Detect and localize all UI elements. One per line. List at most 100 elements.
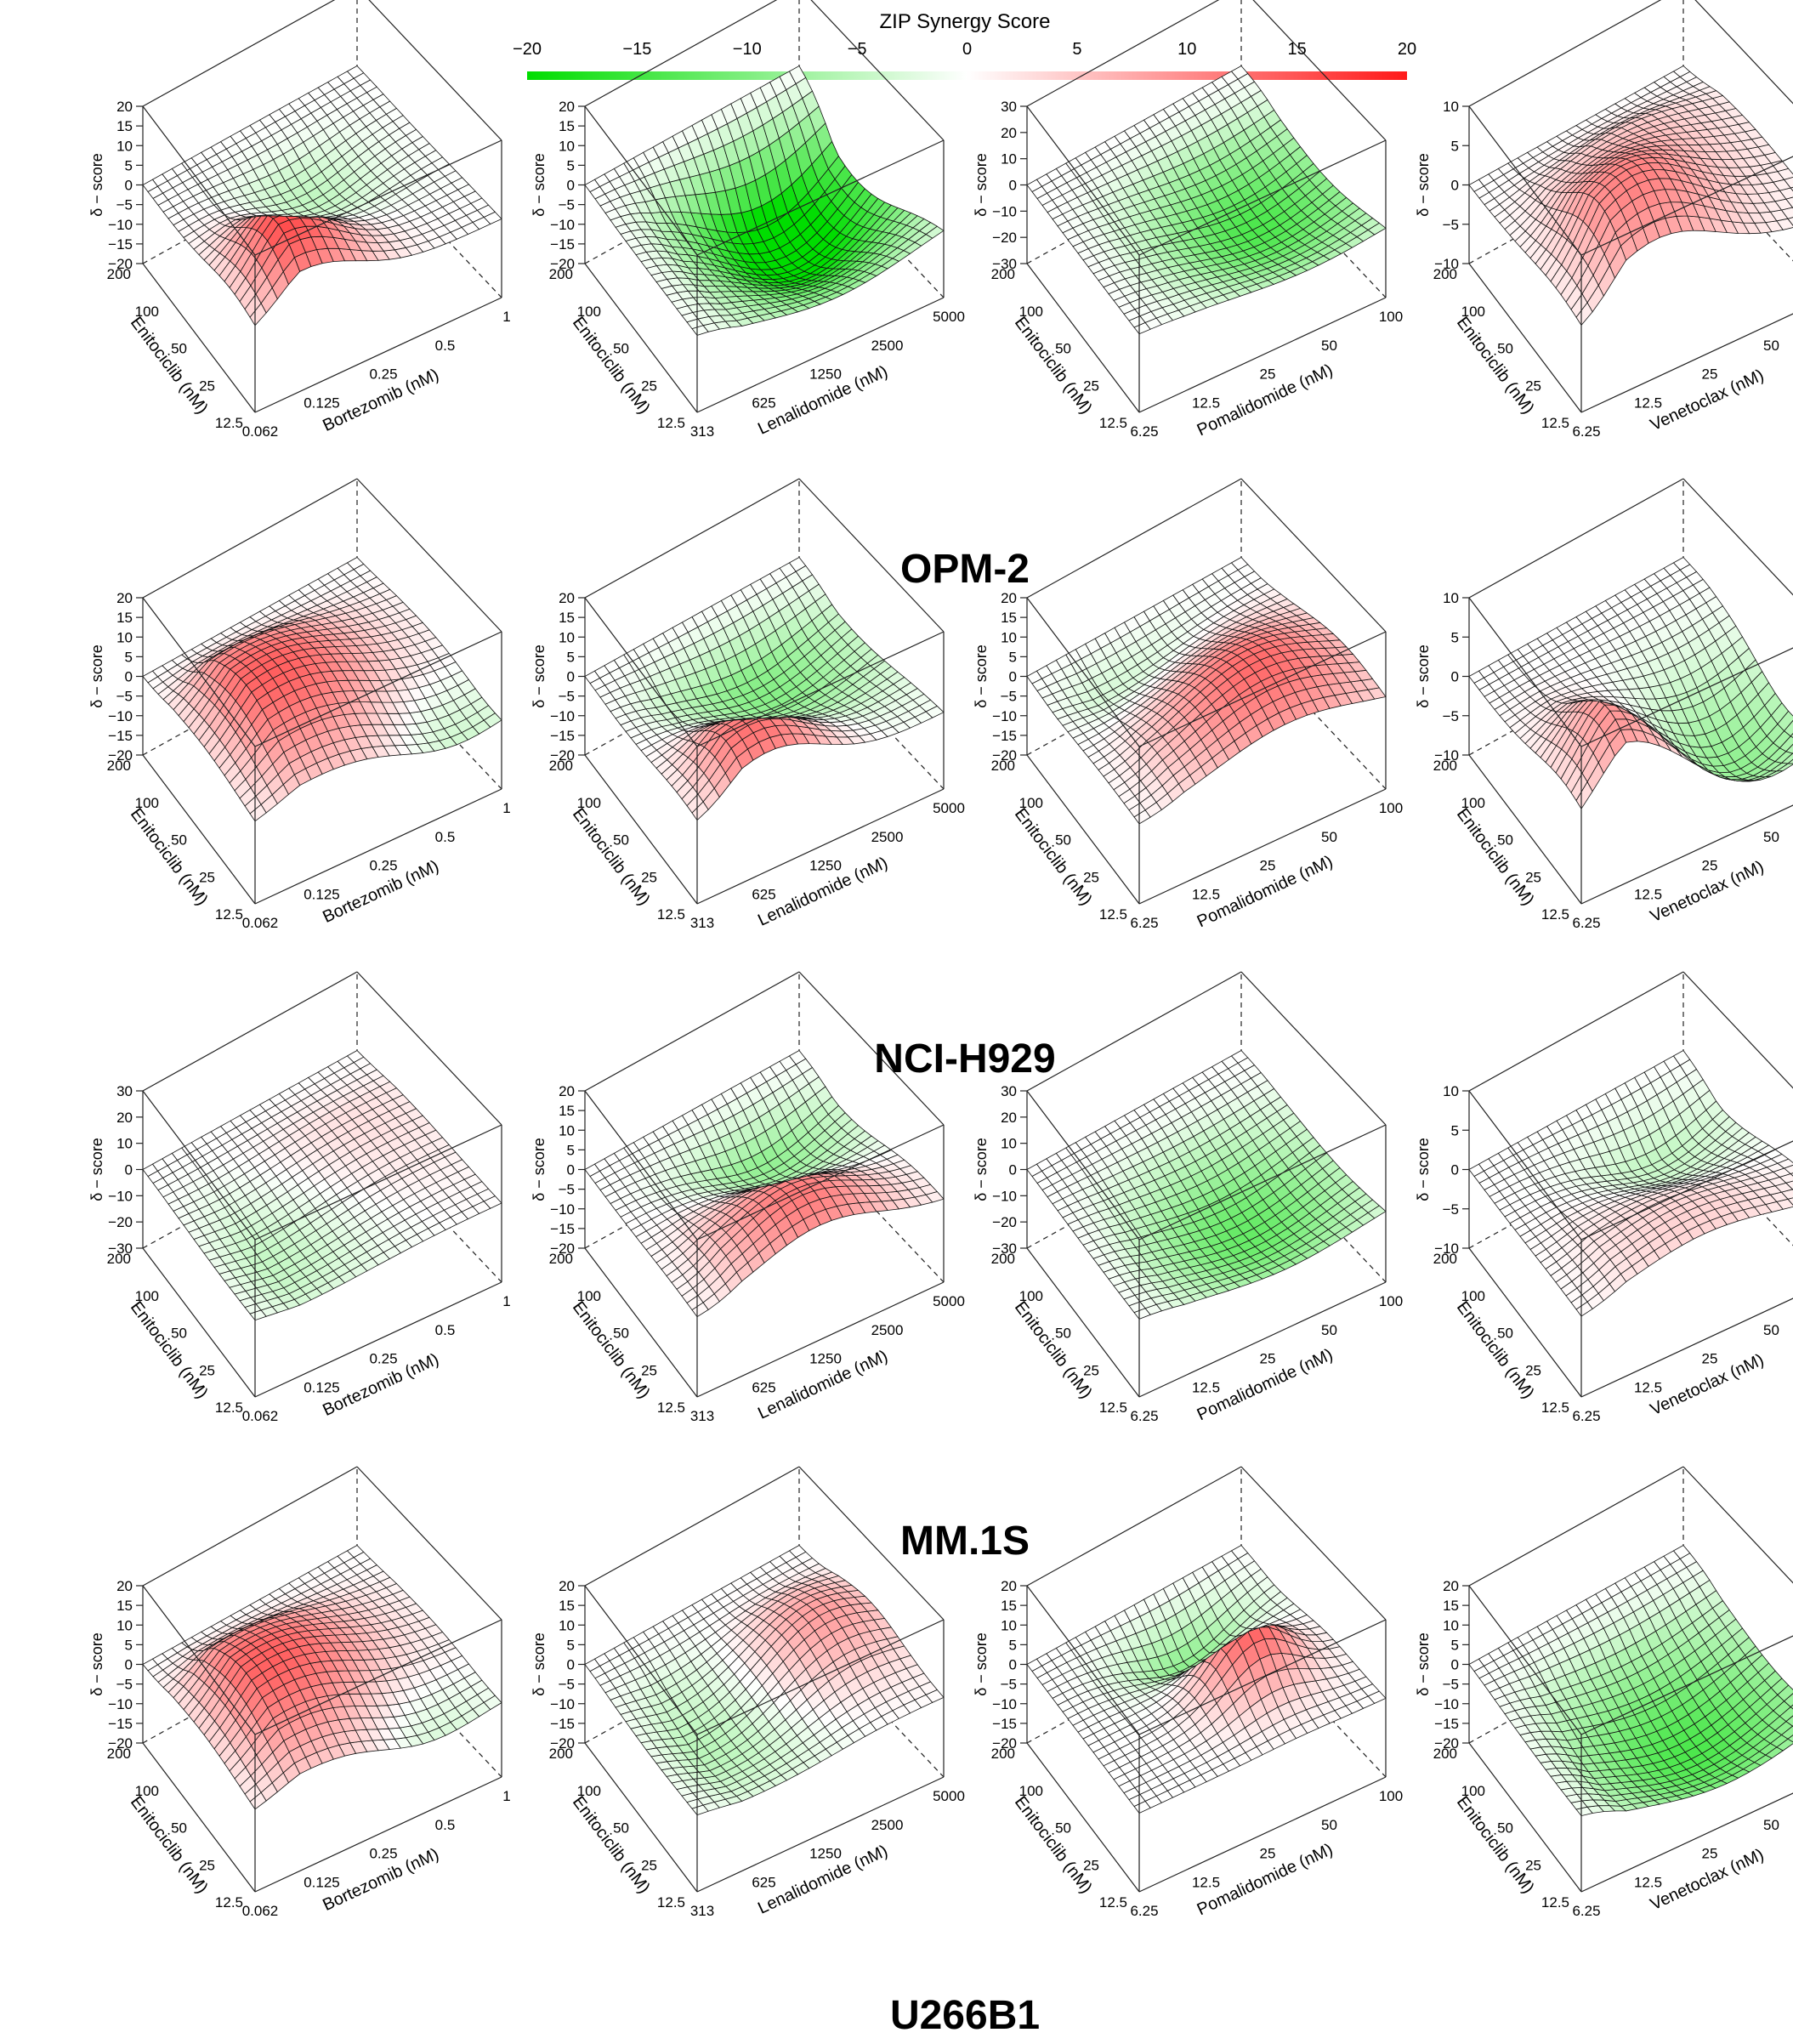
y-tick-label: 200 xyxy=(991,266,1015,282)
y-tick-label: 12.5 xyxy=(1099,415,1127,431)
y-tick-label: 100 xyxy=(1019,304,1043,320)
z-tick-label: 5 xyxy=(1451,138,1459,154)
y-tick-label: 50 xyxy=(171,1326,187,1342)
z-tick-label: 20 xyxy=(559,99,575,115)
y-tick-label: 50 xyxy=(1497,832,1513,849)
x-tick-label: 1250 xyxy=(809,366,842,383)
z-tick-label: −5 xyxy=(1443,217,1459,233)
legend-tick-label: 0 xyxy=(962,40,972,59)
box-edge xyxy=(584,105,698,256)
legend-tick-label: 10 xyxy=(1177,40,1196,59)
z-axis-label: δ − score xyxy=(88,644,105,708)
z-tick-label: 0 xyxy=(567,178,575,194)
x-tick-label: 50 xyxy=(1763,338,1779,354)
y-axis-label: Enitociclib (nM) xyxy=(1011,314,1096,417)
x-tick-label: 12.5 xyxy=(1192,886,1220,902)
z-tick-label: −10 xyxy=(992,708,1017,724)
z-tick-label: −15 xyxy=(992,728,1017,744)
z-tick-label: 20 xyxy=(116,99,133,115)
x-tick-label: 25 xyxy=(1260,366,1276,383)
legend-tick-label: 5 xyxy=(1072,40,1081,59)
z-tick-label: −10 xyxy=(108,708,133,724)
box-edge xyxy=(1580,313,1793,413)
x-tick-label: 12.5 xyxy=(1192,395,1220,411)
surface-cell xyxy=(1230,65,1249,80)
x-tick-label: 100 xyxy=(1379,800,1403,816)
y-tick-label: 25 xyxy=(641,378,657,394)
legend-tick-label: 15 xyxy=(1288,40,1307,59)
x-tick-label: 0.5 xyxy=(435,1322,456,1338)
x-tick-label: 0.062 xyxy=(242,915,279,931)
x-tick-label: 5000 xyxy=(933,800,965,816)
z-axis-label: δ − score xyxy=(88,1138,105,1201)
y-tick-label: 12.5 xyxy=(1541,415,1569,431)
z-tick-label: 0 xyxy=(1451,178,1459,194)
legend-tick-label: −10 xyxy=(733,40,762,59)
z-tick-label: −30 xyxy=(992,256,1017,272)
x-tick-label: 25 xyxy=(1702,858,1718,874)
x-tick-label: 12.5 xyxy=(1634,395,1662,411)
y-tick-label: 200 xyxy=(107,1251,131,1267)
x-tick-label: 0.5 xyxy=(435,338,456,354)
z-tick-label: 10 xyxy=(559,138,575,154)
y-tick-label: 50 xyxy=(171,341,187,357)
box-edge xyxy=(1138,297,1387,413)
x-tick-label: 6.25 xyxy=(1130,915,1158,931)
z-tick-label: −5 xyxy=(1443,708,1459,724)
z-tick-label: 15 xyxy=(116,118,133,134)
z-tick-label: 0 xyxy=(1451,669,1459,685)
z-tick-label: −20 xyxy=(108,1214,133,1230)
z-tick-label: 5 xyxy=(567,157,575,173)
legend-color-bar xyxy=(527,71,1407,80)
z-tick-label: −10 xyxy=(550,217,575,233)
y-axis-label: Enitociclib (nM) xyxy=(127,1298,212,1402)
y-tick-label: 50 xyxy=(1497,341,1513,357)
y-tick-label: 50 xyxy=(613,341,629,357)
y-tick-label: 25 xyxy=(1083,869,1099,885)
x-tick-label: 0.125 xyxy=(304,886,340,902)
x-tick-label: 1 xyxy=(502,309,510,325)
box-edge xyxy=(1580,804,1793,905)
y-tick-label: 200 xyxy=(1433,758,1457,774)
y-tick-label: 25 xyxy=(199,869,215,885)
legend-tick-label: −15 xyxy=(622,40,651,59)
y-tick-label: 200 xyxy=(549,758,573,774)
surface-cell xyxy=(346,65,365,79)
z-tick-label: 10 xyxy=(1001,629,1017,645)
z-tick-label: −20 xyxy=(108,256,133,272)
y-tick-label: 200 xyxy=(1433,266,1457,282)
z-tick-label: 5 xyxy=(1451,629,1459,645)
z-tick-label: −5 xyxy=(116,689,133,705)
x-tick-label: 1250 xyxy=(809,858,842,874)
z-axis-label: δ − score xyxy=(1415,644,1432,708)
z-tick-label: −10 xyxy=(108,217,133,233)
x-tick-label: 12.5 xyxy=(1634,886,1662,902)
z-tick-label: 15 xyxy=(559,610,575,626)
box-edge xyxy=(696,139,945,256)
y-tick-label: 50 xyxy=(613,832,629,849)
z-tick-label: 15 xyxy=(559,118,575,134)
y-tick-label: 50 xyxy=(1055,341,1071,357)
y-tick-label: 25 xyxy=(1525,378,1541,394)
x-tick-label: 1 xyxy=(502,1293,510,1309)
x-tick-label: 0.062 xyxy=(242,1408,279,1424)
box-edge xyxy=(1252,0,1387,141)
y-axis-label: Enitociclib (nM) xyxy=(127,314,212,417)
x-tick-label: 50 xyxy=(1321,338,1337,354)
z-tick-label: 15 xyxy=(116,610,133,626)
y-tick-label: 12.5 xyxy=(215,415,243,431)
y-tick-label: 200 xyxy=(991,758,1015,774)
legend-tick-label: 20 xyxy=(1398,40,1416,59)
z-tick-label: −20 xyxy=(992,230,1017,246)
box-edge xyxy=(142,0,336,107)
y-tick-label: 12.5 xyxy=(1099,906,1127,923)
z-tick-label: −15 xyxy=(550,728,575,744)
z-tick-label: 0 xyxy=(125,1162,133,1178)
x-tick-label: 625 xyxy=(752,395,775,411)
z-tick-label: 0 xyxy=(1009,669,1017,685)
box-edge xyxy=(810,0,945,141)
z-tick-label: −15 xyxy=(550,236,575,253)
